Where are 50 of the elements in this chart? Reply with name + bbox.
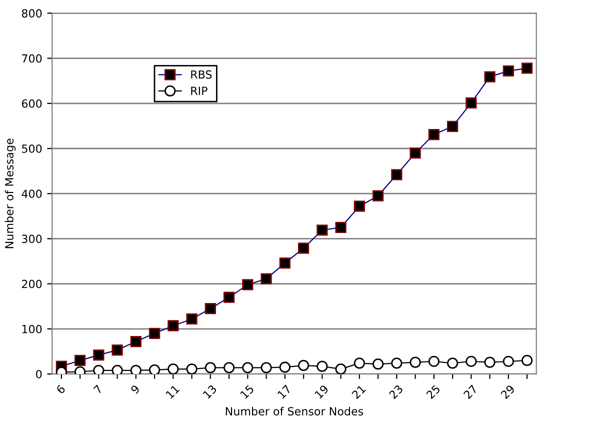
point [186, 363, 198, 374]
legend-label: RIP [191, 86, 208, 95]
y-tick-label: 600 [22, 99, 42, 108]
point [502, 356, 514, 367]
point [242, 362, 254, 374]
point [372, 358, 384, 370]
point [447, 358, 458, 369]
point [466, 356, 477, 367]
legend-label: RBS [191, 70, 212, 79]
point [168, 363, 179, 374]
point [354, 358, 365, 369]
x-axis-title: Number of Sensor Nodes [226, 406, 364, 416]
point [130, 364, 142, 374]
point [298, 360, 310, 371]
point [279, 362, 290, 373]
x-tick-label: 21 [351, 384, 366, 400]
point [391, 358, 402, 369]
y-tick-label: 300 [22, 234, 42, 244]
point [260, 362, 272, 374]
point [316, 360, 328, 372]
x-tick-label: 17 [277, 384, 292, 399]
point [410, 356, 421, 368]
x-tick-label: 29 [500, 384, 516, 400]
x-tick-label: 9 [130, 384, 140, 394]
point [93, 364, 104, 374]
y-tick-label: 100 [22, 324, 42, 334]
x-tick-label: 25 [426, 384, 441, 400]
y-tick-label: 500 [22, 144, 42, 153]
x-tick-label: 6 [56, 384, 66, 394]
point [112, 364, 123, 374]
x-tick-label: 11 [165, 384, 180, 399]
x-tick-label: 7 [93, 384, 103, 394]
y-tick-label: 400 [22, 190, 42, 198]
point [204, 362, 216, 374]
y-tick-label: 200 [22, 280, 42, 288]
x-tick-label: 27 [463, 384, 478, 400]
x-tick-label: 19 [314, 384, 329, 399]
point [335, 363, 346, 374]
x-tick-label: 13 [202, 384, 218, 399]
y-tick-label: 700 [22, 54, 42, 63]
point [223, 362, 235, 374]
point [484, 356, 496, 368]
point [522, 354, 533, 366]
x-tick-label: 23 [388, 384, 404, 400]
y-tick-label: 0 [36, 370, 42, 378]
x-tick-label: 15 [240, 384, 254, 399]
y-tick-label: 800 [22, 9, 42, 18]
point [148, 364, 160, 374]
y-axis-title: Number of Message [4, 138, 16, 248]
point [428, 356, 440, 367]
